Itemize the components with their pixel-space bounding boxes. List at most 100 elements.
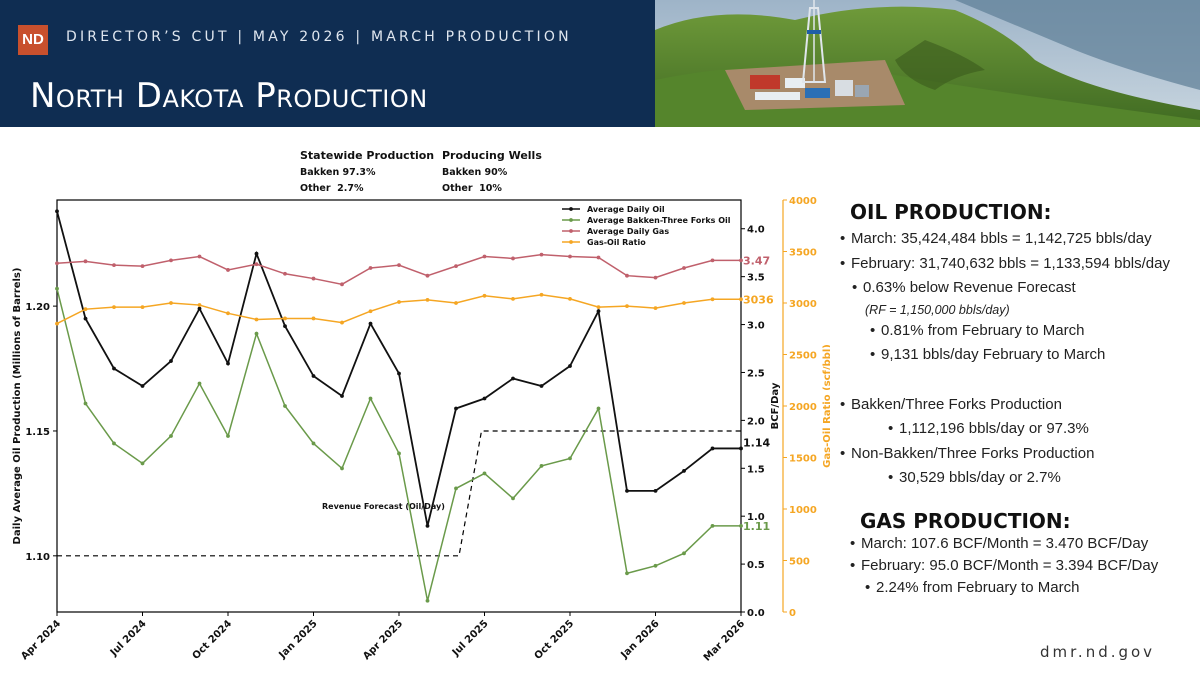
x-tick-label: Oct 2024 — [191, 618, 235, 662]
average-daily-oil-point — [482, 396, 487, 401]
average-daily-oil-point — [55, 209, 59, 214]
average-daily-oil-point — [226, 361, 230, 366]
average-bakken-oil-point — [425, 598, 430, 603]
x-tick-label: Oct 2025 — [533, 618, 577, 662]
gas-oil-ratio-point — [169, 301, 173, 305]
legend-label-average-daily-oil: Average Daily Oil — [587, 205, 665, 214]
end-label-gor: 3036 — [743, 293, 774, 306]
gas-oil-ratio-point — [55, 321, 59, 326]
y-mid-tick-label: 0.0 — [747, 608, 765, 619]
average-daily-oil-point — [169, 359, 173, 363]
header-banner: ND DIRECTOR’S CUT | MAY 2026 | MARCH PRO… — [0, 0, 1200, 127]
y-mid-tick-label: 3.5 — [747, 273, 765, 284]
y-mid-tick-label: 4.0 — [747, 225, 765, 236]
non-bakken-value-bullet: • 30,529 bbls/day or 2.7% — [888, 469, 1061, 486]
gas-oil-ratio-point — [112, 305, 116, 310]
average-daily-gas-point — [226, 268, 230, 272]
production-chart: Statewide Production Producing Wells Bak… — [12, 149, 830, 664]
revenue-forecast-path — [57, 430, 741, 557]
average-daily-gas-point — [425, 273, 430, 278]
bakken-label: Bakken/Three Forks Production — [851, 395, 1062, 413]
legend-label-average-bakken-oil: Average Bakken-Three Forks Oil — [587, 216, 731, 225]
y-right-tick-label: 3500 — [789, 248, 817, 259]
end-label-gas: 3.47 — [743, 254, 770, 267]
average-daily-oil-point — [739, 446, 743, 451]
average-daily-oil-point — [568, 364, 572, 368]
gas-pct-text: 2.24% from February to March — [876, 578, 1080, 596]
x-tick-label: Apr 2024 — [19, 618, 63, 662]
stats-statewide-bakken: Bakken 97.3% — [300, 167, 376, 178]
gas-february-text: February: 95.0 BCF/Month = 3.394 BCF/Day — [861, 556, 1159, 574]
average-bakken-oil-point — [397, 451, 401, 456]
average-daily-gas-point — [254, 262, 259, 267]
average-daily-oil-point — [596, 309, 601, 314]
average-bakken-oil-point — [710, 523, 715, 528]
average-bakken-oil-point — [539, 464, 544, 468]
oil-forecast-text: 0.63% below Revenue Forecast — [863, 279, 1076, 296]
average-daily-oil-point — [311, 374, 316, 378]
footer-url[interactable]: dmr.nd.gov — [1040, 643, 1156, 661]
end-label-bakken: 1.11 — [743, 520, 770, 533]
legend-marker-average-bakken-oil — [569, 218, 573, 222]
y-axis-left-label: Daily Average Oil Production (Millions o… — [12, 268, 23, 545]
gas-february-bullet: • February: 95.0 BCF/Month = 3.394 BCF/Da… — [850, 556, 1159, 574]
oil-forecast-bullet: • 0.63% below Revenue Forecast — [852, 279, 1076, 296]
header-subtitle: DIRECTOR’S CUT | MAY 2026 | MARCH PRODUC… — [66, 29, 572, 45]
oil-pct-text: 0.81% from February to March — [881, 321, 1085, 339]
plot-frame — [56, 199, 742, 613]
legend-marker-gas-oil-ratio — [569, 240, 573, 244]
oil-march-bullet: • March: 35,424,484 bbls = 1,142,725 bbls… — [840, 230, 1152, 247]
average-daily-oil-point — [454, 406, 458, 411]
legend-label-average-daily-gas: Average Daily Gas — [587, 227, 669, 236]
stats-wells-title: Producing Wells — [442, 149, 542, 162]
oil-rig-landscape-photo — [655, 0, 1200, 127]
x-tick-label: Jul 2025 — [450, 618, 491, 659]
average-bakken-oil-point — [226, 434, 230, 438]
average-bakken-oil-point — [653, 563, 658, 568]
end-labels: 1.14 1.11 3.47 3036 — [743, 254, 774, 532]
x-tick-label: Jan 2025 — [277, 618, 320, 661]
gas-oil-ratio-point — [226, 311, 230, 316]
average-daily-gas-point — [739, 258, 743, 263]
y-left-tick-label: 1.20 — [25, 302, 50, 313]
average-bakken-oil-point — [596, 406, 601, 411]
average-daily-oil-point — [682, 469, 686, 473]
nd-logo: ND — [18, 25, 48, 55]
average-daily-gas-point — [568, 254, 572, 259]
y-mid-tick-label: 1.5 — [747, 464, 765, 475]
average-bakken-oil-point — [112, 441, 116, 446]
gas-oil-ratio-point — [482, 293, 487, 298]
gas-oil-ratio-point — [368, 309, 373, 314]
gas-section-title: GAS PRODUCTION: — [860, 508, 1071, 533]
bakken-bullet: • Bakken/Three Forks Production — [840, 395, 1062, 413]
average-daily-gas-point — [482, 254, 487, 259]
gas-oil-ratio-point — [739, 297, 743, 302]
gas-oil-ratio-point — [197, 303, 202, 307]
legend-label-gas-oil-ratio: Gas-Oil Ratio — [587, 238, 646, 247]
average-bakken-oil-point — [511, 496, 515, 501]
gas-oil-ratio-point — [454, 301, 458, 305]
average-bakken-oil-point — [454, 486, 458, 491]
y-mid-tick-label: 2.5 — [747, 368, 765, 379]
average-daily-gas-point — [197, 254, 202, 259]
average-daily-gas-point — [169, 258, 173, 263]
gas-oil-ratio-point — [311, 316, 316, 321]
stats-statewide-other: Other 2.7% — [300, 183, 364, 194]
average-daily-gas-point — [625, 273, 629, 278]
average-daily-gas-point — [112, 263, 116, 268]
average-bakken-oil-point — [283, 404, 287, 408]
gas-march-text: March: 107.6 BCF/Month = 3.470 BCF/Day — [861, 534, 1149, 552]
average-bakken-oil-point — [169, 434, 173, 438]
y-axis-mid-label: BCF/Day — [770, 382, 781, 429]
stats-statewide-title: Statewide Production — [300, 149, 434, 162]
y-mid-tick-label: 0.5 — [747, 560, 765, 571]
average-daily-gas-point — [454, 264, 458, 269]
x-tick-label: Apr 2025 — [361, 618, 405, 662]
average-daily-gas-point — [596, 255, 601, 260]
page-title: North Dakota Production — [30, 76, 428, 116]
average-bakken-oil-point — [340, 466, 344, 471]
stats-wells-other: Other 10% — [442, 183, 502, 194]
average-daily-oil-line — [56, 211, 741, 527]
average-daily-gas-point — [682, 266, 686, 270]
gas-march-bullet: • March: 107.6 BCF/Month = 3.470 BCF/Day — [850, 534, 1149, 552]
